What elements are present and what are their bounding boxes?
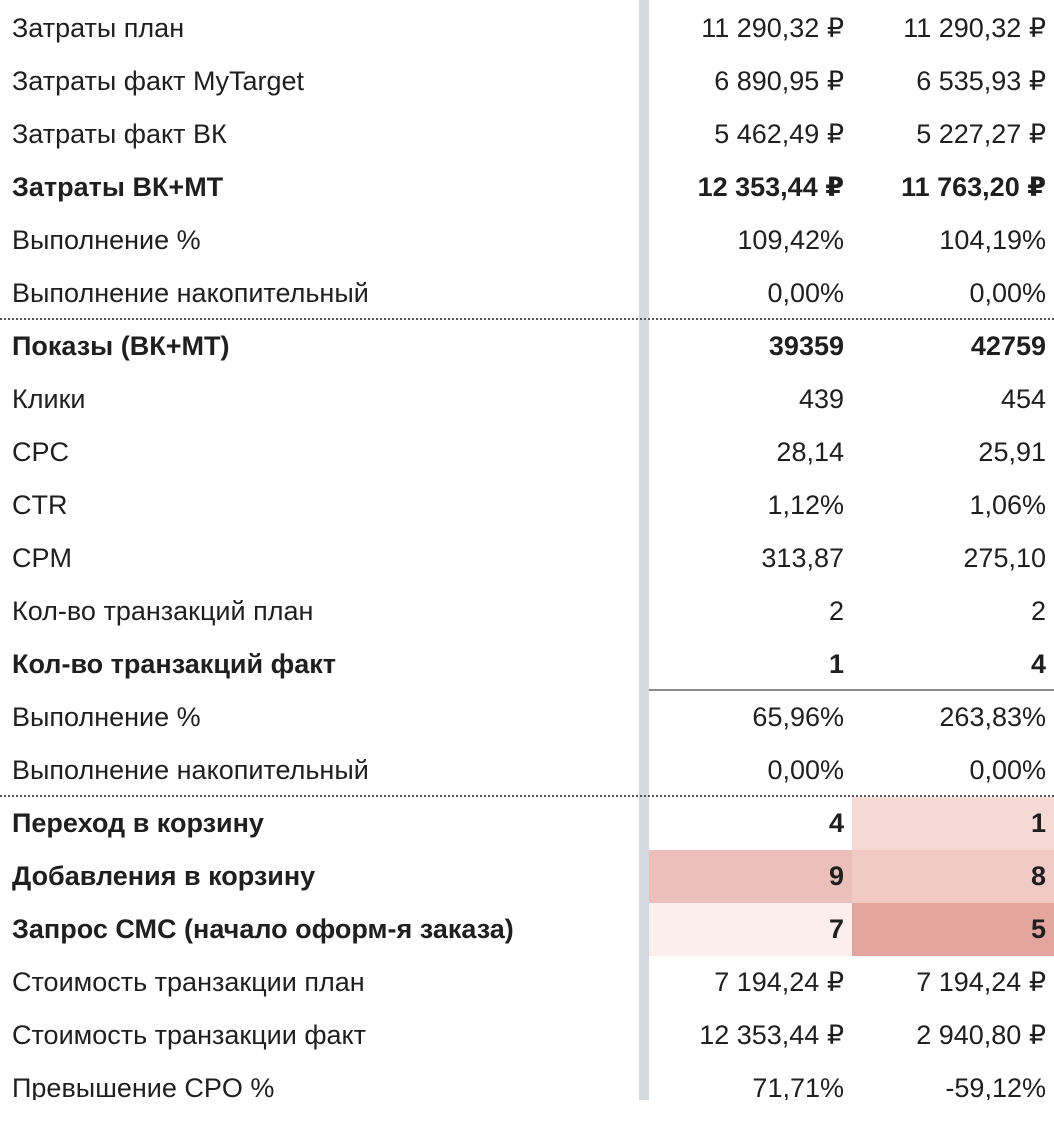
heat-fill xyxy=(852,903,1054,956)
value-cell-col1[interactable]: 7 194,24 ₽ xyxy=(714,967,844,997)
frozen-column-divider[interactable] xyxy=(639,0,649,1100)
value-cell-col1[interactable]: 2 xyxy=(828,596,844,626)
value-cell-col1[interactable]: 12 353,44 ₽ xyxy=(699,1020,844,1050)
value-cell-col1[interactable]: 109,42% xyxy=(737,225,844,255)
value-cell-col1[interactable]: 12 353,44 ₽ xyxy=(697,172,844,202)
value-cell-col2[interactable]: 8 xyxy=(1030,861,1046,891)
table-row[interactable]: Кол-во транзакций факт 1 4 xyxy=(0,638,1054,691)
metric-label[interactable]: CPM xyxy=(12,543,72,573)
value-cell-col2[interactable]: 6 535,93 ₽ xyxy=(916,66,1046,96)
heat-fill xyxy=(852,850,1054,903)
table-row[interactable]: CPM 313,87 275,10 xyxy=(0,532,1054,585)
table-row[interactable]: CTR 1,12% 1,06% xyxy=(0,479,1054,532)
metric-label[interactable]: CTR xyxy=(12,490,68,520)
value-cell-col1[interactable]: 11 290,32 ₽ xyxy=(701,13,844,43)
value-cell-col2[interactable]: 454 xyxy=(1000,384,1046,414)
metric-label[interactable]: Стоимость транзакции план xyxy=(12,967,365,997)
value-cell-col1[interactable]: 28,14 xyxy=(776,437,844,467)
metric-label[interactable]: Клики xyxy=(12,384,86,414)
value-cell-col1[interactable]: 7 xyxy=(828,914,844,944)
value-cell-col1[interactable]: 39359 xyxy=(768,331,844,361)
table-row[interactable]: Затраты факт ВК 5 462,49 ₽ 5 227,27 ₽ xyxy=(0,108,1054,161)
value-cell-col2[interactable]: 263,83% xyxy=(939,702,1046,732)
value-cell-col1[interactable]: 1 xyxy=(828,649,844,679)
value-cell-col2[interactable]: 11 763,20 ₽ xyxy=(901,172,1046,202)
value-cell-col2[interactable]: 1 xyxy=(1030,808,1046,838)
value-cell-col2[interactable]: -59,12% xyxy=(945,1073,1046,1100)
metric-label[interactable]: Затраты факт MyTarget xyxy=(12,66,305,96)
table-row[interactable]: Выполнение % 65,96% 263,83% xyxy=(0,691,1054,744)
value-cell-col1[interactable]: 313,87 xyxy=(761,543,844,573)
metric-label[interactable]: Выполнение накопительный xyxy=(12,278,369,308)
table-row[interactable]: Клики 439 454 xyxy=(0,373,1054,426)
heat-fill xyxy=(852,797,1054,850)
table-row[interactable]: Стоимость транзакции план 7 194,24 ₽ 7 1… xyxy=(0,956,1054,1009)
value-cell-col2[interactable]: 1,06% xyxy=(969,490,1046,520)
value-cell-col2[interactable]: 104,19% xyxy=(939,225,1046,255)
section-divider xyxy=(0,318,1054,320)
metric-label[interactable]: Добавления в корзину xyxy=(12,861,316,891)
table-row[interactable]: Показы (ВК+МТ) 39359 42759 xyxy=(0,320,1054,373)
metric-label[interactable]: Переход в корзину xyxy=(12,808,264,838)
value-cell-col1[interactable]: 4 xyxy=(828,808,844,838)
metric-label[interactable]: Затраты ВК+МТ xyxy=(12,172,224,202)
value-cell-col1[interactable]: 439 xyxy=(798,384,844,414)
table-row[interactable]: Затраты факт MyTarget 6 890,95 ₽ 6 535,9… xyxy=(0,55,1054,108)
metric-label[interactable]: Выполнение % xyxy=(12,702,201,732)
table-row[interactable]: Выполнение % 109,42% 104,19% xyxy=(0,214,1054,267)
value-cell-col2[interactable]: 275,10 xyxy=(963,543,1046,573)
metric-label[interactable]: Кол-во транзакций план xyxy=(12,596,314,626)
metric-label[interactable]: Выполнение % xyxy=(12,225,201,255)
table-row[interactable]: CPC 28,14 25,91 xyxy=(0,426,1054,479)
value-cell-col2[interactable]: 2 xyxy=(1030,596,1046,626)
value-cell-col2[interactable]: 5 xyxy=(1030,914,1046,944)
metric-label[interactable]: Показы (ВК+МТ) xyxy=(12,331,230,361)
section-divider xyxy=(0,795,1054,797)
metric-label[interactable]: CPC xyxy=(12,437,70,467)
metric-label[interactable]: Затраты план xyxy=(12,13,185,43)
metric-label[interactable]: Запрос СМС (начало оформ-я заказа) xyxy=(12,914,514,944)
value-cell-col2[interactable]: 2 940,80 ₽ xyxy=(916,1020,1046,1050)
table-row[interactable]: Выполнение накопительный 0,00% 0,00% xyxy=(0,744,1054,797)
metric-label[interactable]: Выполнение накопительный xyxy=(12,755,369,785)
heat-fill xyxy=(649,903,852,956)
cell-border xyxy=(649,689,1054,691)
metric-label[interactable]: Превышение CPO % xyxy=(12,1073,275,1100)
value-cell-col2[interactable]: 7 194,24 ₽ xyxy=(916,967,1046,997)
value-cell-col1[interactable]: 0,00% xyxy=(767,278,844,308)
table-row[interactable]: Стоимость транзакции факт 12 353,44 ₽ 2 … xyxy=(0,1009,1054,1062)
table-row[interactable]: Превышение CPO % 71,71% -59,12% xyxy=(0,1062,1054,1100)
value-cell-col1[interactable]: 9 xyxy=(828,861,844,891)
value-cell-col1[interactable]: 1,12% xyxy=(767,490,844,520)
table-row[interactable]: Переход в корзину 4 1 xyxy=(0,797,1054,850)
value-cell-col2[interactable]: 5 227,27 ₽ xyxy=(916,119,1046,149)
metric-label[interactable]: Стоимость транзакции факт xyxy=(12,1020,367,1050)
value-cell-col2[interactable]: 25,91 xyxy=(978,437,1046,467)
value-cell-col2[interactable]: 0,00% xyxy=(969,278,1046,308)
value-cell-col2[interactable]: 11 290,32 ₽ xyxy=(903,13,1046,43)
table-row[interactable]: Выполнение накопительный 0,00% 0,00% xyxy=(0,267,1054,320)
table-row[interactable]: Запрос СМС (начало оформ-я заказа) 7 5 xyxy=(0,903,1054,956)
value-cell-col2[interactable]: 0,00% xyxy=(969,755,1046,785)
value-cell-col1[interactable]: 6 890,95 ₽ xyxy=(714,66,844,96)
value-cell-col2[interactable]: 42759 xyxy=(970,331,1046,361)
table-row[interactable]: Затраты план 11 290,32 ₽ 11 290,32 ₽ xyxy=(0,2,1054,55)
value-cell-col1[interactable]: 0,00% xyxy=(767,755,844,785)
metric-label[interactable]: Кол-во транзакций факт xyxy=(12,649,336,679)
value-cell-col1[interactable]: 71,71% xyxy=(752,1073,844,1100)
value-cell-col1[interactable]: 5 462,49 ₽ xyxy=(714,119,844,149)
metric-label[interactable]: Затраты факт ВК xyxy=(12,119,227,149)
spreadsheet-grid: Затраты план 11 290,32 ₽ 11 290,32 ₽ Зат… xyxy=(0,0,1054,1100)
table-row[interactable]: Затраты ВК+МТ 12 353,44 ₽ 11 763,20 ₽ xyxy=(0,161,1054,214)
value-cell-col2[interactable]: 4 xyxy=(1030,649,1046,679)
heat-fill xyxy=(649,850,852,903)
value-cell-col1[interactable]: 65,96% xyxy=(752,702,844,732)
table-row[interactable]: Добавления в корзину 9 8 xyxy=(0,850,1054,903)
table-row[interactable]: Кол-во транзакций план 2 2 xyxy=(0,585,1054,638)
